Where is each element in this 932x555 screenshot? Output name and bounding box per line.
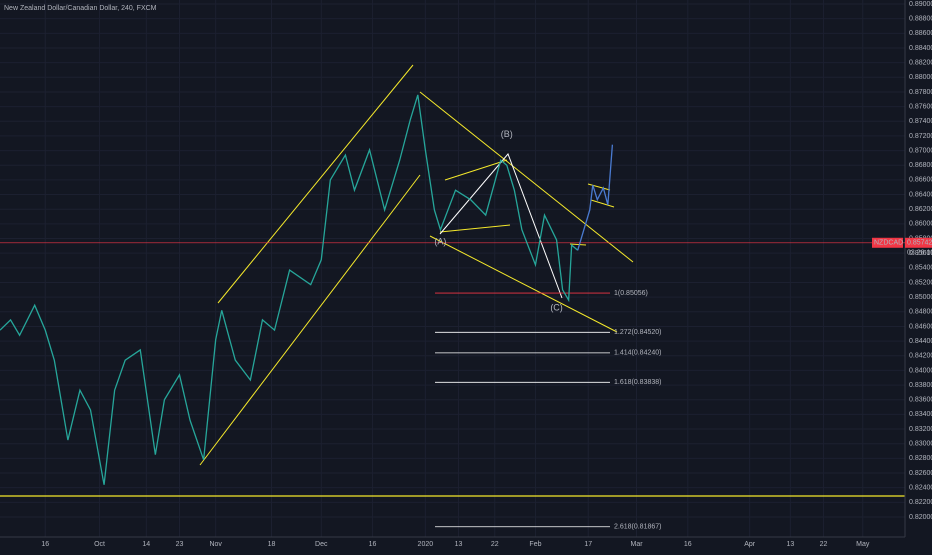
y-tick-label: 0.87600 [909, 103, 932, 110]
y-tick-label: 0.86400 [909, 191, 932, 198]
y-tick-label: 0.84200 [909, 353, 932, 360]
y-tick-label: 0.84000 [909, 367, 932, 374]
y-tick-label: 0.83400 [909, 411, 932, 418]
x-tick-label: Dec [315, 541, 328, 548]
y-tick-label: 0.88000 [909, 74, 932, 81]
x-tick-label: Feb [529, 541, 541, 548]
y-tick-label: 0.83600 [909, 397, 932, 404]
y-tick-label: 0.87400 [909, 118, 932, 125]
x-tick-label: 14 [142, 541, 150, 548]
fib-label: 1(0.85056) [614, 290, 648, 297]
x-tick-label: 22 [491, 541, 499, 548]
price-axis [905, 0, 932, 550]
fib-label: 1.414(0.84240) [614, 350, 661, 357]
x-tick-label: 16 [41, 541, 49, 548]
y-tick-label: 0.86200 [909, 206, 932, 213]
wave-label: (C) [550, 303, 563, 313]
symbol-tag [872, 237, 903, 248]
y-tick-label: 0.83000 [909, 441, 932, 448]
wave-label: (B) [501, 129, 513, 139]
channel-line [199, 174, 421, 466]
y-tick-label: 0.82200 [909, 499, 932, 506]
chart-title: New Zealand Dollar/Canadian Dollar, 240,… [4, 5, 157, 12]
price-tag-label: 0.85742 [907, 240, 932, 247]
y-tick-label: 0.86000 [909, 221, 932, 228]
triangle-line [444, 159, 508, 181]
price-tag [905, 237, 932, 248]
y-tick-label: 0.89000 [909, 1, 932, 8]
y-tick-label: 0.88400 [909, 45, 932, 52]
flag-line [587, 183, 611, 191]
x-tick-label: 13 [786, 541, 794, 548]
y-tick-label: 0.85200 [909, 279, 932, 286]
x-tick-label: 18 [268, 541, 276, 548]
y-tick-label: 0.88800 [909, 16, 932, 23]
x-tick-label: 23 [176, 541, 184, 548]
flag-line [569, 243, 587, 246]
abc-wave [439, 153, 563, 299]
x-tick-label: Apr [744, 541, 756, 548]
fib-label: 1.618(0.83838) [614, 379, 661, 386]
y-tick-label: 0.82600 [909, 470, 932, 477]
y-tick-label: 0.84800 [909, 309, 932, 316]
x-tick-label: 2020 [418, 541, 434, 548]
y-tick-label: 0.84400 [909, 338, 932, 345]
y-tick-label: 0.87000 [909, 147, 932, 154]
countdown-label: 03:28:19 [907, 250, 932, 257]
y-tick-label: 0.88600 [909, 30, 932, 37]
fib-label: 1.272(0.84520) [614, 329, 661, 336]
x-tick-label: Nov [209, 541, 222, 548]
x-tick-label: May [856, 541, 870, 548]
triangle-line [439, 224, 511, 233]
x-tick-label: 17 [584, 541, 592, 548]
y-tick-label: 0.82000 [909, 514, 932, 521]
y-tick-label: 0.87800 [909, 89, 932, 96]
y-tick-label: 0.83200 [909, 426, 932, 433]
y-tick-label: 0.86600 [909, 177, 932, 184]
x-tick-label: 22 [820, 541, 828, 548]
grid [0, 0, 905, 537]
x-tick-label: 13 [455, 541, 463, 548]
fib-label: 2.618(0.81867) [614, 524, 661, 531]
wedge-line [429, 235, 618, 333]
drawings [0, 64, 905, 497]
x-tick-label: 16 [684, 541, 692, 548]
wedge-line [419, 91, 634, 263]
series-line [577, 144, 614, 251]
x-tick-label: Mar [630, 541, 643, 548]
series-line [0, 94, 579, 485]
y-tick-label: 0.83800 [909, 382, 932, 389]
y-tick-label: 0.85600 [909, 250, 932, 257]
channel-line [217, 64, 414, 304]
y-tick-label: 0.85000 [909, 294, 932, 301]
y-tick-label: 0.82800 [909, 455, 932, 462]
y-tick-label: 0.88200 [909, 59, 932, 66]
wave-label: (A) [434, 237, 446, 247]
y-tick-label: 0.87200 [909, 133, 932, 140]
flag-line [590, 199, 615, 208]
y-tick-label: 0.86800 [909, 162, 932, 169]
symbol-label: NZDCAD [874, 240, 903, 247]
x-tick-label: 16 [369, 541, 377, 548]
y-tick-label: 0.82400 [909, 485, 932, 492]
x-tick-label: Oct [94, 541, 105, 548]
y-tick-label: 0.85400 [909, 265, 932, 272]
y-tick-label: 0.84600 [909, 323, 932, 330]
